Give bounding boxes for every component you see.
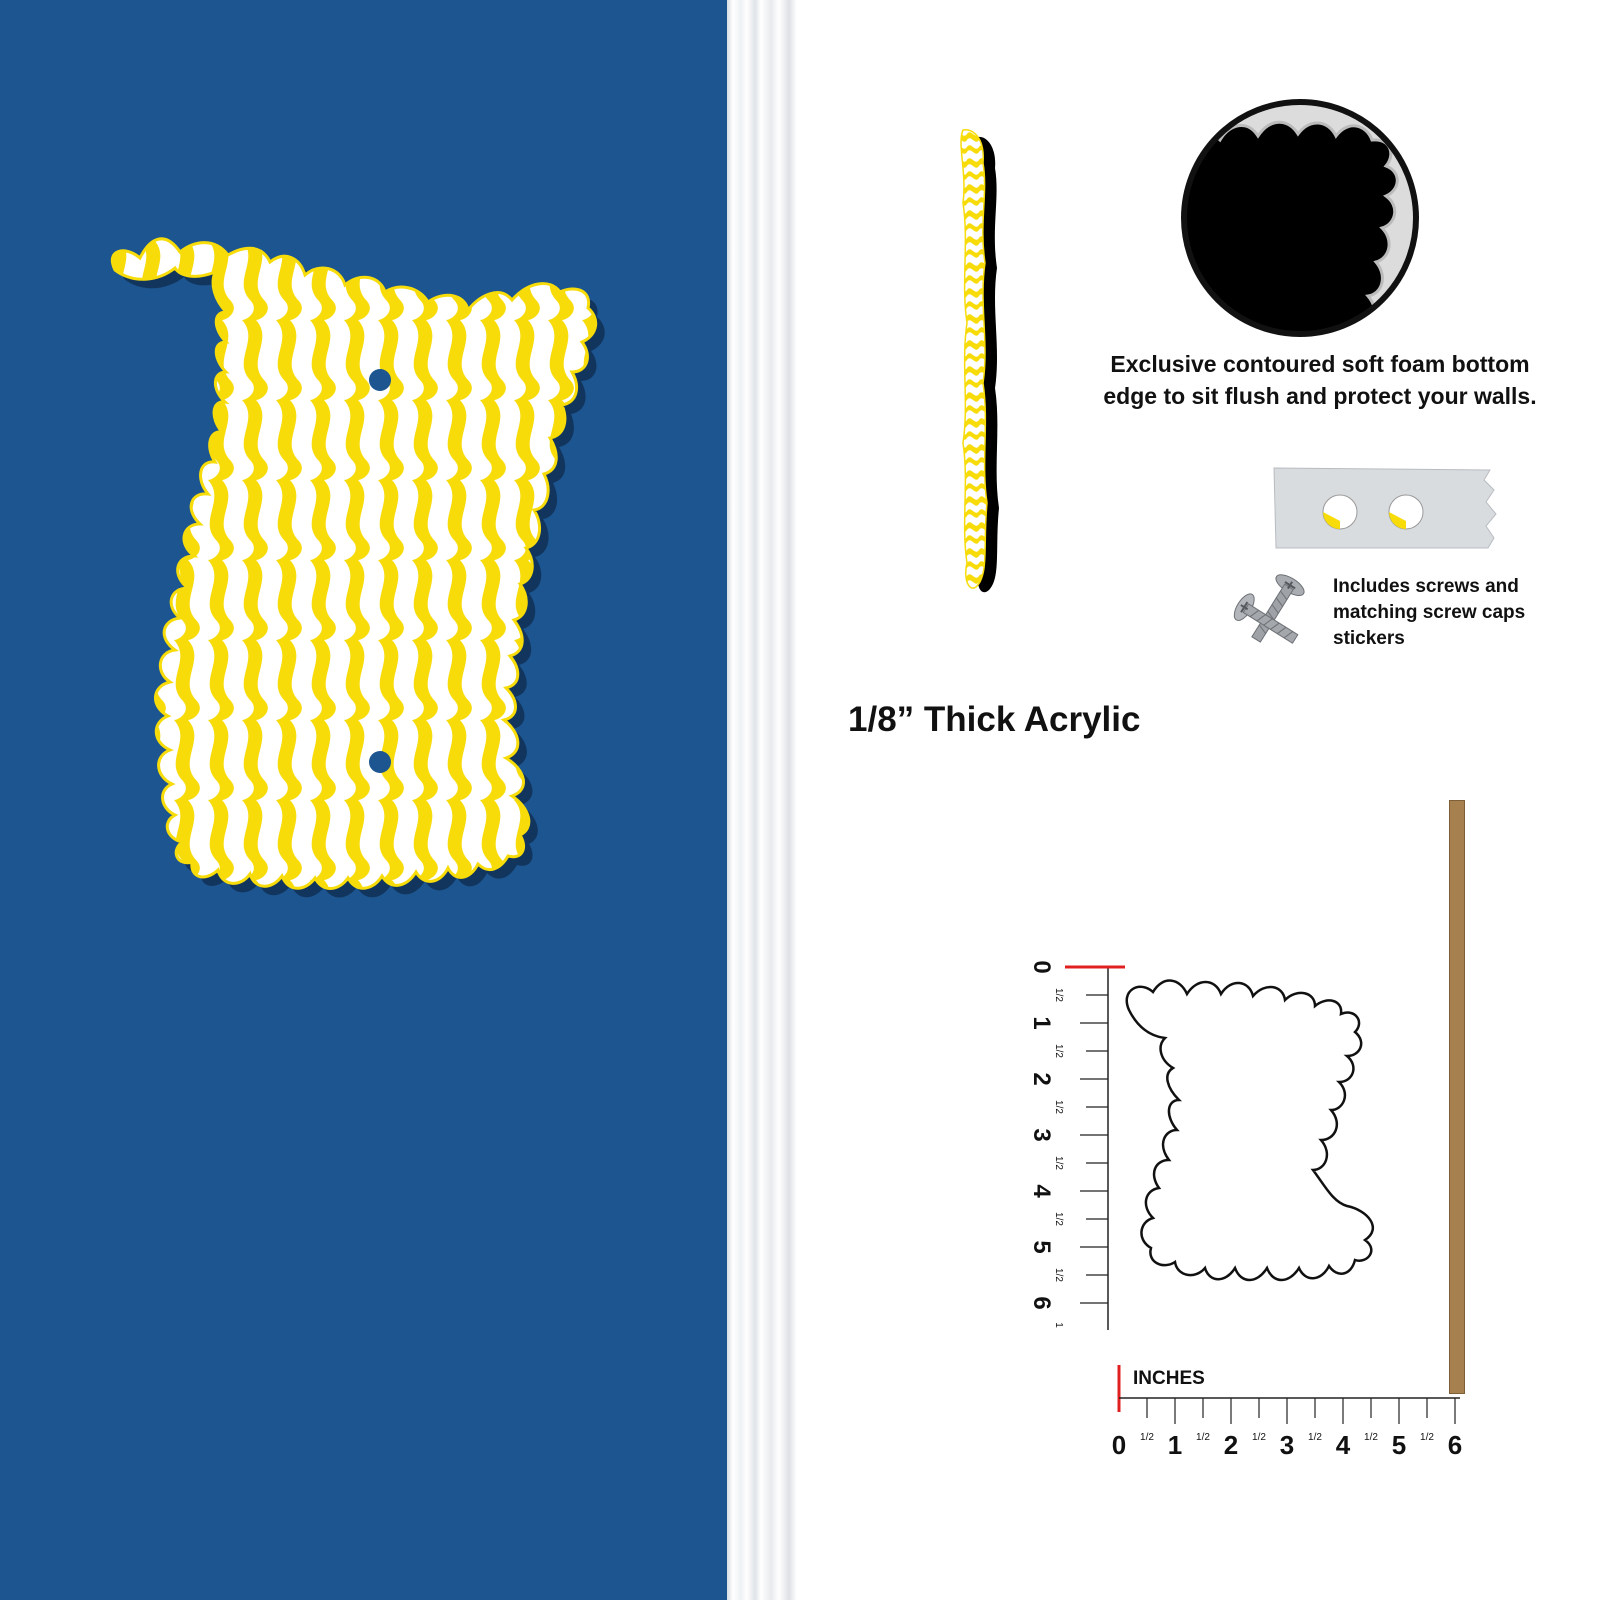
ruler-h-label: 6 — [1448, 1430, 1462, 1460]
ruler-h-label: 1/2 — [1420, 1432, 1434, 1443]
ruler-v-label: 1/2 — [1053, 1156, 1064, 1170]
thickness-label: 1/8” Thick Acrylic — [848, 700, 1141, 739]
screws-icon — [1233, 574, 1305, 644]
vertical-ruler: 0 1/2 1 1/2 2 1/2 3 1/2 4 1/2 5 1/2 6 1 — [1028, 960, 1125, 1330]
ruler-v-label: 3 — [1028, 1128, 1055, 1141]
ruler-v-label: 4 — [1028, 1184, 1055, 1198]
ruler-h-label: 4 — [1336, 1430, 1351, 1460]
ruler-v-label: 0 — [1028, 960, 1055, 973]
ruler-v-label: 5 — [1028, 1240, 1055, 1253]
foam-edge-caption: Exclusive contoured soft foam bottom edg… — [1103, 351, 1537, 409]
ruler-v-label: 1/2 — [1053, 1044, 1064, 1058]
acrylic-sign-image — [110, 237, 605, 898]
door-trim-molding — [727, 0, 797, 1600]
ruler-v-label: 1 — [1053, 1322, 1064, 1328]
ruler-h-label: 1/2 — [1308, 1432, 1322, 1443]
screw-caps-sticker-icon — [1273, 467, 1497, 549]
ruler-v-label: 1/2 — [1053, 1268, 1064, 1282]
ruler-h-label: 1 — [1168, 1430, 1182, 1460]
ruler-v-label: 2 — [1028, 1072, 1055, 1085]
ruler-h-label: 0 — [1112, 1430, 1126, 1460]
ruler-v-label: 1/2 — [1053, 1100, 1064, 1114]
ruler-h-label: 1/2 — [1196, 1432, 1210, 1443]
ruler-h-label: 2 — [1224, 1430, 1238, 1460]
ruler-v-label: 1/2 — [1053, 988, 1064, 1002]
ruler-h-label: 3 — [1280, 1430, 1294, 1460]
sign-outline-diagram — [1125, 979, 1375, 1282]
ruler-v-label: 6 — [1028, 1296, 1055, 1309]
horizontal-ruler: 0 1/2 1 1/2 2 1/2 3 1/2 4 1/2 5 1/2 6 — [1112, 1365, 1462, 1460]
wood-strip-thickness-reference — [1449, 800, 1465, 1394]
ruler-h-label: 1/2 — [1252, 1432, 1266, 1443]
screws-caption: Includes screws and matching screw caps … — [1333, 576, 1526, 649]
sign-side-view-image — [960, 129, 999, 593]
foam-edge-closeup-icon — [1181, 99, 1419, 337]
ruler-h-label: 1/2 — [1364, 1432, 1378, 1443]
inches-label: INCHES — [1133, 1368, 1205, 1389]
ruler-v-label: 1/2 — [1053, 1212, 1064, 1226]
ruler-h-label: 5 — [1392, 1430, 1406, 1460]
ruler-v-label: 1 — [1028, 1016, 1055, 1029]
ruler-h-label: 1/2 — [1140, 1432, 1154, 1443]
